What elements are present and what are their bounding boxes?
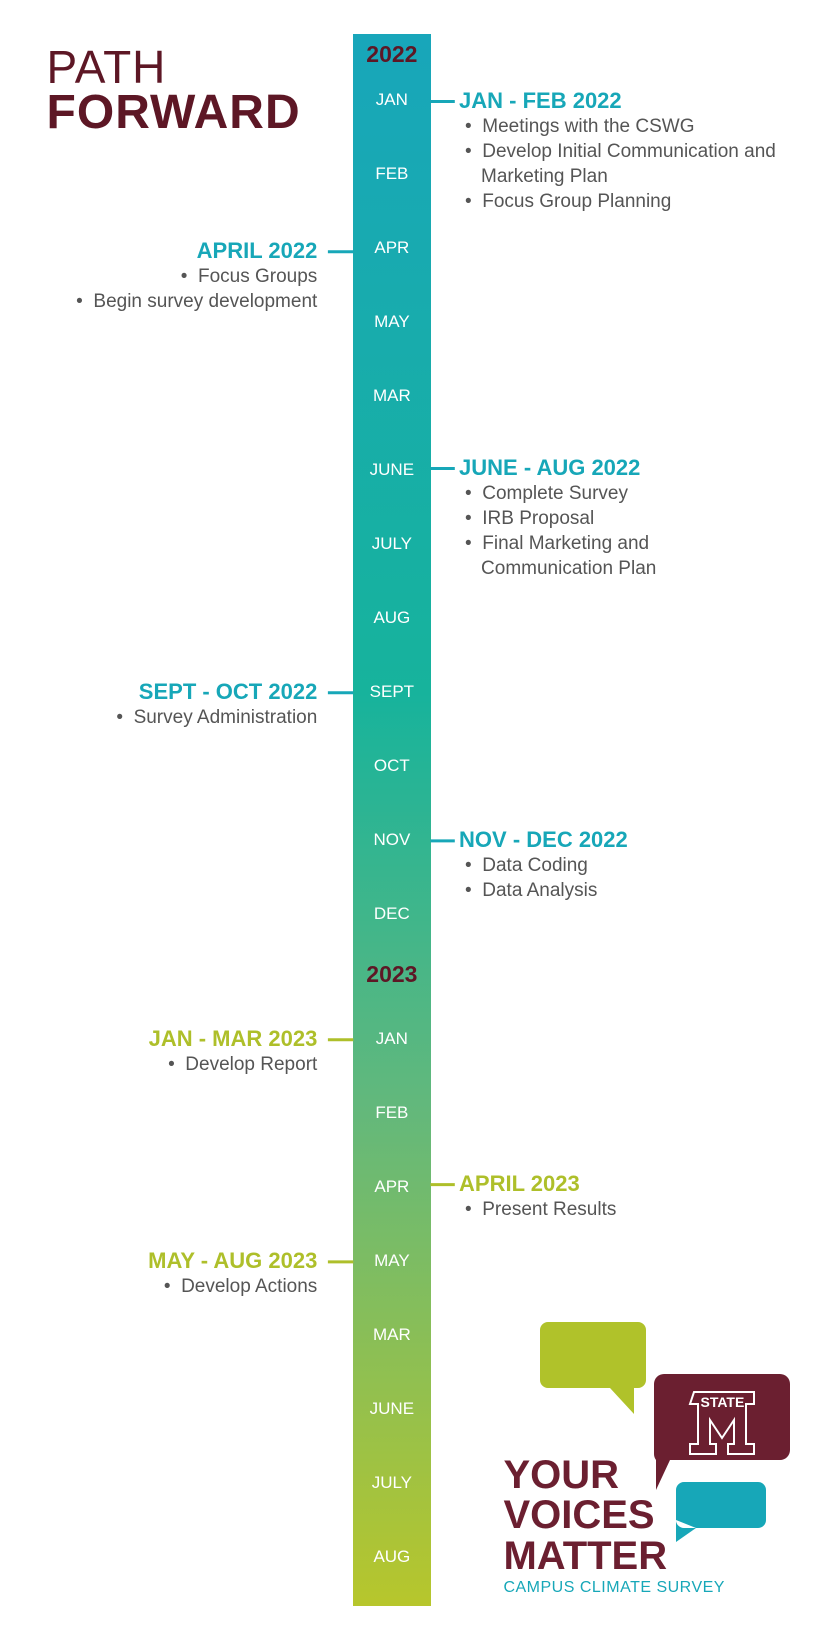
month-label: FEB: [375, 1103, 409, 1123]
month-label: MAR: [372, 1325, 411, 1345]
event-item: Develop Actions: [148, 1274, 317, 1299]
event-item: Final Marketing and Communication Plan: [459, 531, 781, 581]
event-item: Develop Initial Communication and Market…: [459, 139, 781, 189]
logo-line3: MATTER: [503, 1533, 668, 1578]
event: NOV - DEC 2022Data CodingData Analysis: [459, 827, 781, 903]
event-item: Develop Report: [149, 1052, 317, 1077]
month-label: JUNE: [369, 460, 415, 480]
month-label: DEC: [373, 904, 410, 924]
month-label: FEB: [375, 163, 409, 183]
event-item: Present Results: [459, 1197, 781, 1222]
event-heading: MAY - AUG 2023: [148, 1248, 318, 1274]
year-label: 2022: [366, 41, 418, 68]
bubble-maroon: [654, 1374, 790, 1490]
title-line2: FORWARD: [46, 85, 301, 139]
month-label: APR: [374, 1177, 410, 1197]
month-label: JULY: [371, 534, 413, 554]
event: JAN - MAR 2023Develop Report: [149, 1026, 318, 1077]
event-item: IRB Proposal: [459, 506, 781, 531]
event: JAN - FEB 2022Meetings with the CSWGDeve…: [459, 88, 781, 214]
event-heading: SEPT - OCT 2022: [138, 679, 318, 705]
event-item: Focus Groups: [76, 264, 317, 289]
month-label: AUG: [373, 608, 411, 628]
month-label: MAY: [374, 1251, 410, 1271]
month-label: APR: [374, 237, 410, 257]
event-item: Data Analysis: [459, 878, 781, 903]
month-label: JUNE: [369, 1399, 415, 1419]
event-item: Focus Group Planning: [459, 189, 781, 214]
bubble-teal: [676, 1482, 766, 1542]
event: SEPT - OCT 2022Survey Administration: [116, 679, 318, 730]
month-label: JAN: [375, 1029, 408, 1049]
event-item: Meetings with the CSWG: [459, 114, 781, 139]
month-label: JAN: [375, 89, 408, 109]
month-label: OCT: [373, 756, 410, 776]
logo-badge: STATE: [700, 1394, 745, 1411]
event-item: Data Coding: [459, 853, 781, 878]
event: APRIL 2022Focus GroupsBegin survey devel…: [76, 238, 317, 314]
event-item: Begin survey development: [76, 289, 317, 314]
month-label: AUG: [373, 1547, 411, 1567]
month-label: SEPT: [369, 682, 415, 702]
timeline-bar: [353, 34, 431, 1606]
month-label: NOV: [373, 830, 411, 850]
bubble-lime: [540, 1322, 646, 1414]
title-line1: PATH: [46, 41, 167, 94]
event: APRIL 2023Present Results: [459, 1171, 781, 1222]
event-heading: JAN - FEB 2022: [459, 87, 622, 113]
event: JUNE - AUG 2022Complete SurveyIRB Propos…: [459, 455, 781, 581]
event-heading: APRIL 2022: [196, 237, 318, 263]
event-heading: JUNE - AUG 2022: [459, 454, 641, 480]
year-label: 2023: [366, 961, 418, 988]
logo-line1: YOUR: [503, 1453, 620, 1498]
m-logo: [688, 1391, 755, 1455]
event: MAY - AUG 2023Develop Actions: [148, 1248, 317, 1299]
event-item: Survey Administration: [116, 705, 318, 730]
event-item: Complete Survey: [459, 481, 781, 506]
event-heading: JAN - MAR 2023: [148, 1025, 318, 1051]
logo-line2: VOICES: [503, 1493, 655, 1538]
event-heading: APRIL 2023: [459, 1170, 580, 1196]
month-label: JULY: [371, 1473, 413, 1493]
month-label: MAY: [374, 311, 410, 331]
event-heading: NOV - DEC 2022: [459, 827, 628, 853]
logo-subtitle: CAMPUS CLIMATE SURVEY: [503, 1579, 725, 1597]
month-label: MAR: [372, 386, 411, 405]
